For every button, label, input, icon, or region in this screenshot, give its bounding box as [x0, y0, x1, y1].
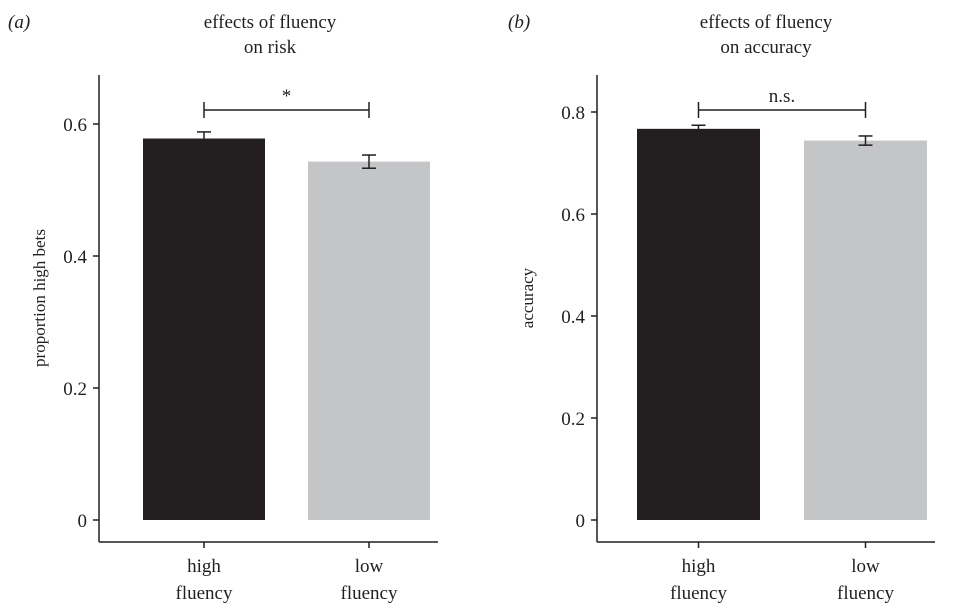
y-tick-label: 0.2: [63, 379, 87, 400]
bar: [804, 140, 927, 520]
panel-label: (b): [508, 12, 530, 33]
bar: [637, 128, 760, 520]
x-tick-label: fluency: [837, 583, 894, 604]
y-axis-label: proportion high bets: [30, 229, 49, 367]
panel-label: (a): [8, 12, 30, 33]
x-tick-label: low: [851, 556, 880, 577]
x-tick-label: high: [187, 556, 221, 577]
x-tick-label: fluency: [670, 583, 727, 604]
y-tick-label: 0.8: [561, 103, 585, 124]
y-tick-label: 0.4: [561, 307, 585, 328]
chart-title-line: on risk: [244, 37, 297, 58]
y-tick-label: 0.2: [561, 409, 585, 430]
panel-a: (a) effects of fluency on risk 0 0.2 0.4 0.6 pr…: [8, 12, 438, 604]
y-axis-label: accuracy: [518, 267, 537, 328]
chart-title-line: effects of fluency: [204, 12, 337, 33]
bar: [143, 138, 265, 520]
bar: [308, 161, 430, 520]
y-tick-label: 0.6: [63, 115, 87, 136]
panel-b: (b) effects of fluency on accuracy 0 0.2 0.4 0…: [508, 12, 935, 604]
significance-label: n.s.: [769, 86, 795, 107]
y-tick-label: 0.6: [561, 205, 585, 226]
x-tick-label: fluency: [341, 583, 398, 604]
chart-title-line: on accuracy: [720, 37, 812, 58]
x-tick-label: fluency: [176, 583, 233, 604]
x-tick-label: high: [682, 556, 716, 577]
y-tick-label: 0: [576, 511, 586, 532]
significance-label: *: [282, 86, 292, 107]
y-tick-label: 0: [78, 511, 88, 532]
y-tick-label: 0.4: [63, 247, 87, 268]
chart-title-line: effects of fluency: [700, 12, 833, 33]
x-tick-label: low: [355, 556, 384, 577]
